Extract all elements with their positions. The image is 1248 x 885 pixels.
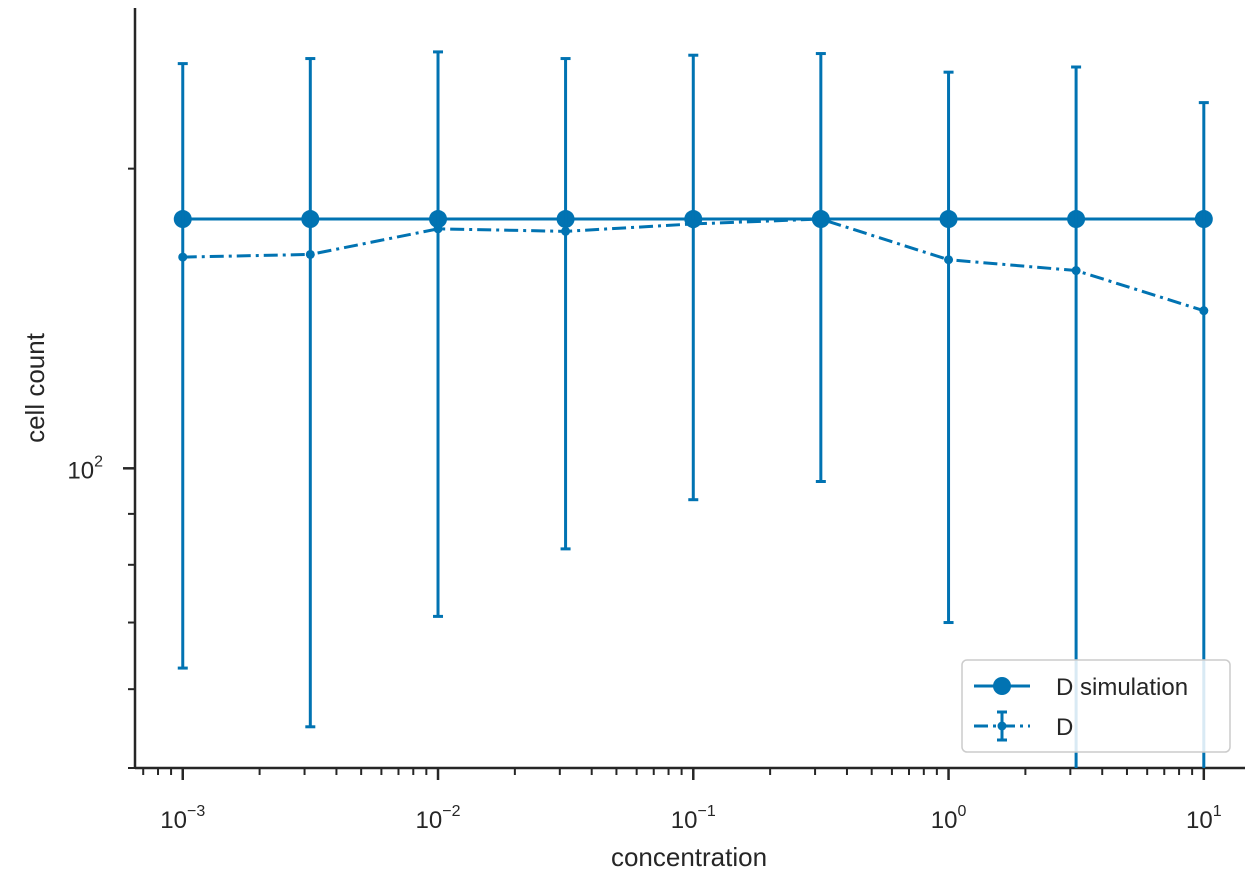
x-tick-exponent: −1 (698, 803, 716, 820)
x-tick-exponent: 1 (1213, 803, 1222, 820)
legend-label: D (1056, 714, 1073, 741)
x-tick-label: 10−3 (160, 803, 205, 834)
legend-swatch-marker (993, 677, 1011, 695)
y-tick-exponent: 2 (94, 453, 103, 470)
x-tick-exponent: 0 (957, 803, 966, 820)
x-axis-title: concentration (611, 842, 767, 872)
x-tick-base: 10 (931, 807, 958, 834)
y-tick-label: 102 (67, 453, 103, 484)
legend-box (961, 659, 1231, 753)
y-axis-title: cell count (20, 332, 50, 443)
legend-swatch-marker (997, 721, 1007, 731)
series-d-point (178, 252, 188, 262)
x-tick-label: 101 (1186, 803, 1222, 834)
x-tick-label: 10−2 (416, 803, 461, 834)
series-d-point (816, 214, 826, 224)
x-tick-exponent: −3 (187, 803, 205, 820)
legend-label: D simulation (1056, 674, 1188, 701)
legend: D simulation D (961, 659, 1231, 753)
x-tick-label: 100 (931, 803, 967, 834)
plot-area (173, 50, 1213, 768)
series-d-point (305, 249, 315, 259)
series-d-point (1199, 306, 1209, 316)
series-d-point (688, 219, 698, 229)
x-tick-exponent: −2 (442, 803, 460, 820)
x-tick-base: 10 (416, 807, 443, 834)
series-d-point (561, 226, 571, 236)
x-tick-label: 10−1 (671, 803, 716, 834)
series-d-point (944, 255, 954, 265)
series-d-point (433, 224, 443, 234)
x-tick-base: 10 (671, 807, 698, 834)
x-tick-base: 10 (1186, 807, 1213, 834)
y-tick-base: 10 (67, 457, 94, 484)
x-tick-base: 10 (160, 807, 187, 834)
series-d-point (1071, 266, 1081, 276)
